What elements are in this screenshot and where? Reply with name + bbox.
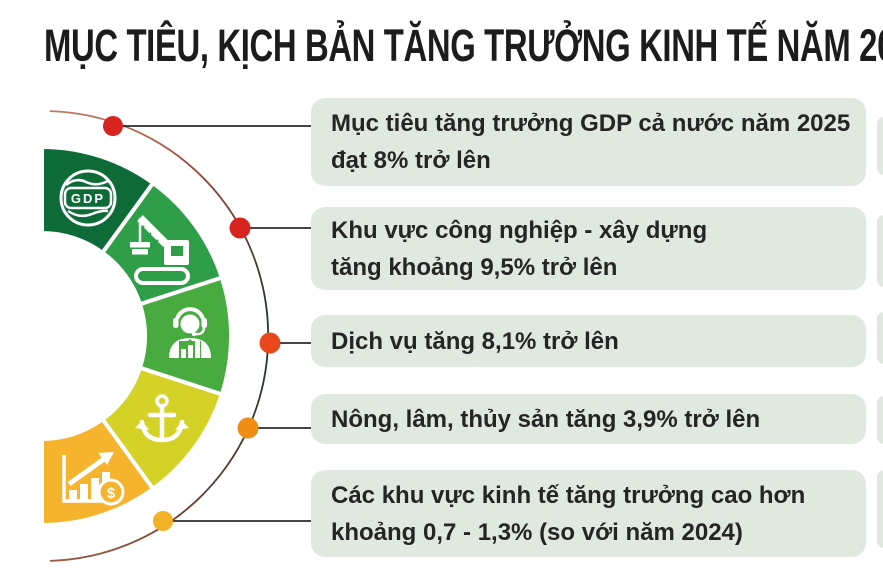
connector-lines <box>122 125 316 522</box>
target-text: khoảng 0,7 - 1,3% (so với năm 2024) <box>331 518 743 546</box>
gdp-globe-icon: GDP <box>59 169 117 227</box>
target-text: Nông, lâm, thủy sản tăng 3,9% trở lên <box>331 405 761 433</box>
page-title: MỤC TIÊU, KỊCH BẢN TĂNG TRƯỞNG KINH TẾ N… <box>44 20 883 71</box>
timeline-dot <box>259 332 281 354</box>
gdp-label: GDP <box>71 191 105 206</box>
cropped-box-edge <box>877 396 883 444</box>
target-text: Dịch vụ tăng 8,1% trở lên <box>331 327 619 355</box>
target-box-services: Dịch vụ tăng 8,1% trở lên <box>311 315 866 367</box>
target-box-comparison: Các khu vực kinh tế tăng trưởng cao hơn … <box>311 470 866 557</box>
cropped-box-edge <box>877 215 883 287</box>
cropped-box-edge <box>877 117 883 175</box>
target-box-gdp: Mục tiêu tăng trưởng GDP cả nước năm 202… <box>311 98 866 186</box>
timeline-dot <box>229 217 251 239</box>
target-text: Khu vực công nghiệp - xây dựng <box>331 216 708 244</box>
cropped-box-edge <box>877 470 883 548</box>
target-text: tăng khoảng 9,5% trở lên <box>331 253 618 281</box>
target-text: đạt 8% trở lên <box>331 147 491 174</box>
target-text: Các khu vực kinh tế tăng trưởng cao hơn <box>331 481 806 509</box>
cropped-box-edge <box>877 312 883 364</box>
anchor-icon <box>135 394 189 443</box>
target-text: Mục tiêu tăng trưởng GDP cả nước năm 202… <box>331 110 851 137</box>
timeline-dots <box>103 116 281 531</box>
growth-chart-money-icon: $ <box>62 452 125 506</box>
construction-crane-icon <box>130 215 190 285</box>
target-box-industry: Khu vực công nghiệp - xây dựng tăng khoả… <box>311 207 866 290</box>
dollar-symbol: $ <box>107 485 116 502</box>
timeline-dot <box>153 511 173 531</box>
service-agent-icon <box>169 307 211 358</box>
timeline-dot <box>103 116 123 136</box>
timeline-dot <box>237 417 259 439</box>
target-box-agriculture: Nông, lâm, thủy sản tăng 3,9% trở lên <box>311 394 866 444</box>
